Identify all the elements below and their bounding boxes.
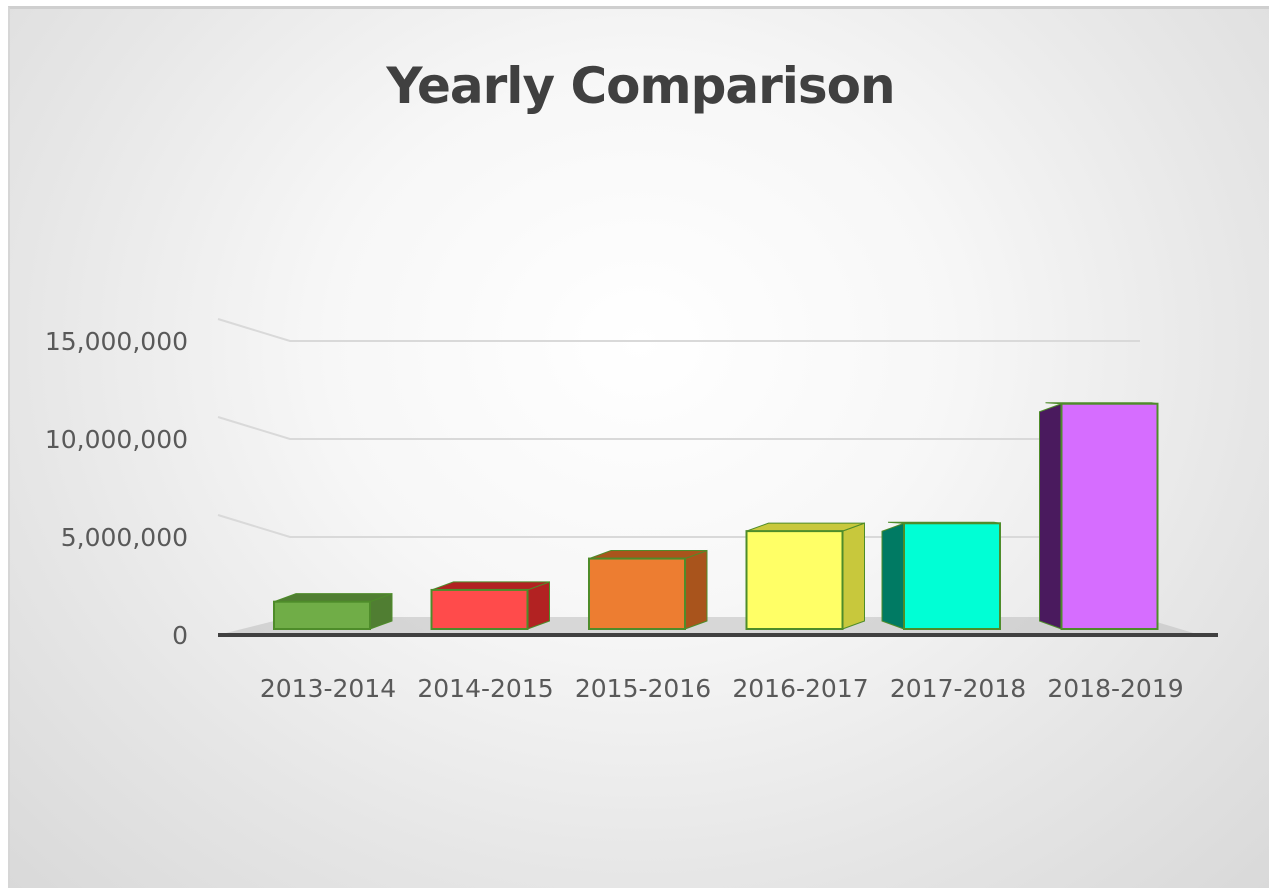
chart-title: Yearly Comparison bbox=[386, 57, 895, 115]
bar-side bbox=[842, 522, 865, 630]
x-tick-label: 2013-2014 bbox=[260, 674, 396, 703]
bar-side bbox=[684, 549, 708, 630]
gridline bbox=[217, 318, 1140, 342]
bar-side bbox=[1039, 403, 1062, 630]
x-tick-label: 2018-2019 bbox=[1047, 674, 1183, 703]
y-tick-label: 0 bbox=[172, 621, 188, 650]
y-tick-label: 10,000,000 bbox=[45, 425, 188, 454]
bar bbox=[588, 557, 686, 630]
bar bbox=[273, 600, 371, 630]
bar bbox=[903, 522, 1001, 631]
bar-side bbox=[881, 522, 905, 630]
x-tick-label: 2016-2017 bbox=[732, 674, 868, 703]
y-tick-label: 5,000,000 bbox=[61, 523, 188, 552]
gridline bbox=[217, 514, 1140, 538]
bar-top bbox=[273, 593, 393, 603]
x-tick-label: 2015-2016 bbox=[575, 674, 711, 703]
y-tick-label: 15,000,000 bbox=[45, 327, 188, 356]
bar-top bbox=[588, 550, 708, 560]
bar bbox=[745, 530, 844, 630]
bar bbox=[430, 588, 529, 630]
bar bbox=[1060, 402, 1159, 630]
bar-top bbox=[746, 522, 865, 532]
gridline bbox=[217, 416, 1140, 440]
x-tick-label: 2014-2015 bbox=[417, 674, 553, 703]
bar-top bbox=[431, 581, 550, 591]
x-tick-label: 2017-2018 bbox=[890, 674, 1026, 703]
